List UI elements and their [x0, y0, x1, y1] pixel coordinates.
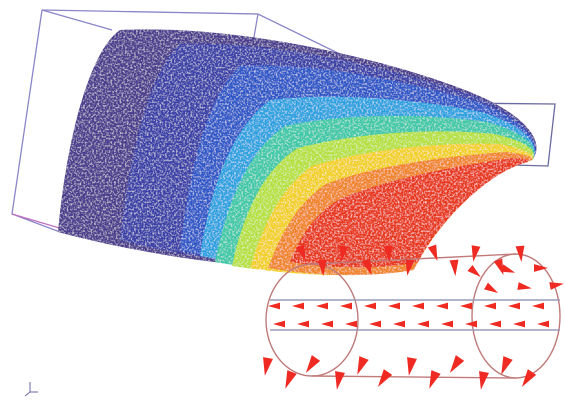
page: (() => { const svg = document.getElement…	[0, 0, 565, 403]
visualization	[0, 0, 565, 403]
